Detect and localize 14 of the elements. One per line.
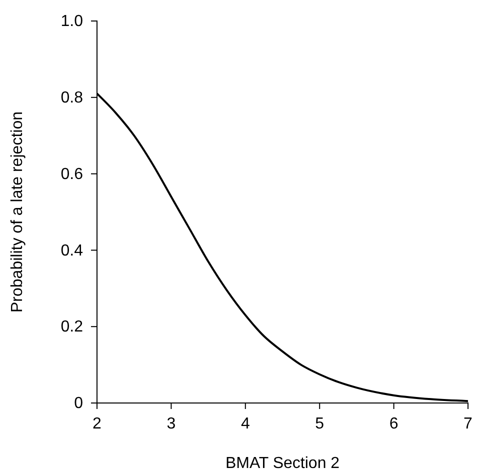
y-tick-label: 0.8 [60,90,84,107]
y-tick-label: 1.0 [60,13,84,30]
x-tick-label: 2 [92,415,102,432]
x-tick-label: 5 [315,415,324,432]
y-tick-label: 0.2 [60,318,84,336]
x-tick-label: 6 [389,415,398,432]
x-tick-label: 4 [240,415,250,432]
y-tick-label: 0.4 [60,242,84,260]
y-axis-title: Probability of a late rejection [9,112,26,312]
y-tick-label: 0.6 [60,166,84,183]
y-tick-label: 0 [74,395,84,412]
x-tick-label: 3 [166,415,176,432]
x-tick-label: 7 [464,415,473,432]
x-axis-title: BMAT Section 2 [225,455,340,472]
